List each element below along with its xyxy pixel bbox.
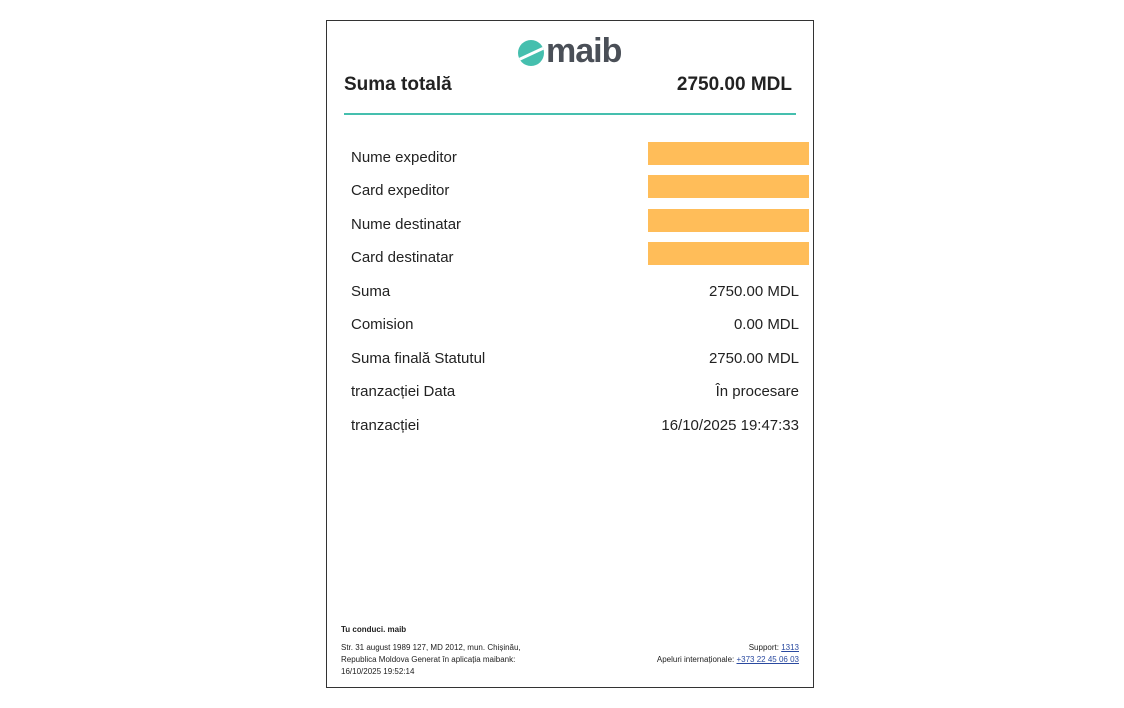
maib-logo: maib — [518, 32, 622, 70]
detail-value: 16/10/2025 19:47:33 — [661, 417, 799, 434]
detail-row: Suma finală Statutul 2750.00 MDL — [351, 347, 799, 371]
detail-label: Comision — [351, 316, 414, 333]
detail-row: Card destinatar — [351, 246, 799, 270]
detail-label: Card expeditor — [351, 182, 450, 199]
footer-contacts: Support: 1313 Apeluri internaționale: +3… — [657, 642, 799, 666]
intl-phone-link[interactable]: +373 22 45 06 03 — [736, 655, 799, 664]
support-label: Support: — [748, 643, 779, 652]
detail-row: Suma 2750.00 MDL — [351, 280, 799, 304]
detail-row: tranzacției Data În procesare — [351, 380, 799, 404]
footer-slogan: Tu conduci. maib — [341, 625, 407, 634]
maib-logo-icon — [518, 40, 544, 66]
total-label: Suma totală — [344, 74, 452, 95]
detail-label: Card destinatar — [351, 249, 454, 266]
redaction-box — [648, 175, 809, 198]
detail-label: tranzacției Data — [351, 383, 456, 400]
detail-row: Nume destinatar — [351, 213, 799, 237]
intl-label: Apeluri internaționale: — [656, 655, 735, 664]
footer: Tu conduci. maib Str. 31 august 1989 127… — [341, 625, 799, 676]
detail-label: Nume expeditor — [351, 149, 457, 166]
footer-address: Str. 31 august 1989 127, MD 2012, mun. C… — [341, 643, 521, 676]
divider — [344, 113, 796, 115]
detail-value: 0.00 MDL — [733, 316, 799, 333]
detail-label: Nume destinatar — [351, 216, 462, 233]
support-link[interactable]: 1313 — [781, 643, 799, 652]
detail-row: tranzacției 16/10/2025 19:47:33 — [351, 414, 799, 438]
redaction-box — [648, 209, 809, 232]
detail-row: Comision 0.00 MDL — [351, 313, 799, 337]
detail-value: 2750.00 MDL — [708, 283, 799, 300]
detail-label: Suma finală Statutul — [351, 350, 486, 367]
detail-label: tranzacției — [351, 417, 420, 434]
redaction-box — [648, 142, 809, 165]
detail-label: Suma — [351, 283, 391, 300]
detail-row: Nume expeditor — [351, 146, 799, 170]
detail-value: 2750.00 MDL — [708, 350, 799, 367]
logo-text: maib — [546, 32, 622, 70]
total-value: 2750.00 MDL — [676, 74, 792, 95]
detail-row: Card expeditor — [351, 179, 799, 203]
redaction-box — [648, 242, 809, 265]
receipt-page: maib Suma totală 2750.00 MDL Nume expedi… — [326, 20, 814, 688]
detail-value: În procesare — [715, 383, 799, 400]
